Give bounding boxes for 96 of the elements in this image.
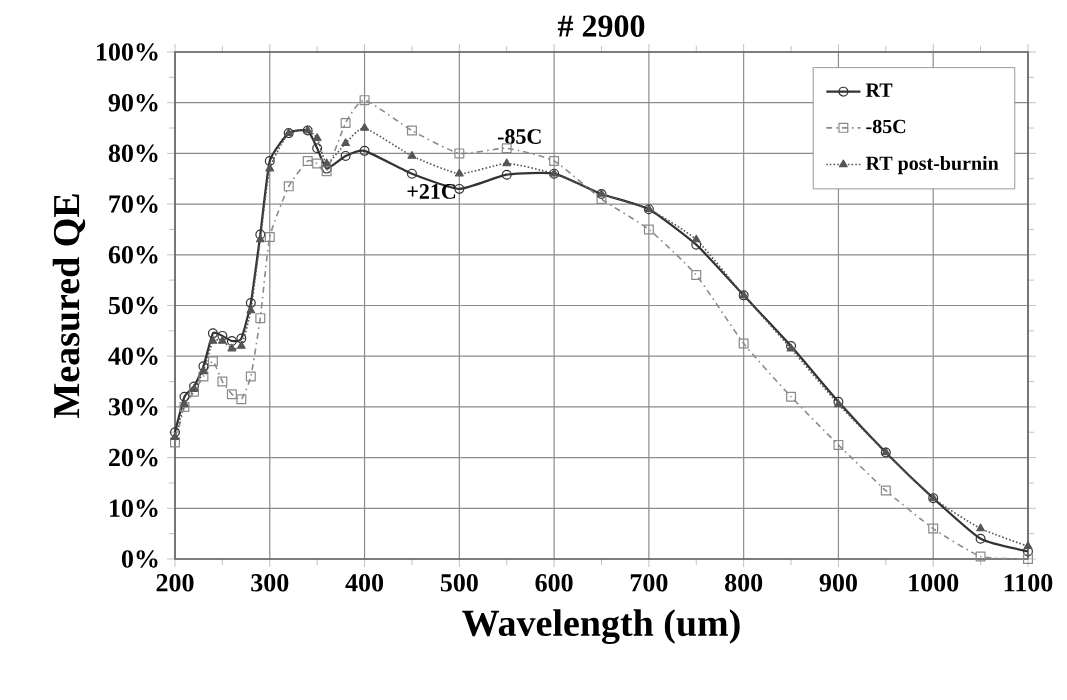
point (312, 133, 322, 141)
point (454, 148, 465, 159)
point (255, 229, 266, 240)
point (976, 523, 985, 532)
point (246, 305, 256, 314)
point (170, 427, 180, 438)
point (170, 437, 180, 448)
y-axis-title: Measured QE (52, 194, 86, 418)
point (549, 155, 560, 166)
point (302, 155, 313, 166)
point (188, 386, 199, 397)
point (691, 270, 702, 281)
point (880, 485, 891, 496)
y-tick-label: 20% (109, 448, 158, 467)
point (217, 330, 228, 341)
point (1022, 553, 1033, 564)
point (359, 95, 370, 106)
x-tick-label: 700 (630, 574, 668, 592)
point (501, 169, 512, 180)
point (198, 361, 209, 372)
point (359, 145, 370, 156)
point (786, 391, 797, 402)
y-tick-label: 30% (108, 398, 158, 416)
chart-title: # 2900 (557, 15, 645, 37)
point (454, 168, 464, 177)
point (236, 333, 247, 344)
x-tick-label: 200 (156, 574, 194, 592)
point (340, 117, 351, 128)
x-tick-label: 1000 (909, 574, 959, 592)
legend-label: RT post-burnin (865, 155, 999, 175)
x-axis-title: Wavelength (um) (462, 609, 740, 645)
point (283, 181, 294, 192)
point (341, 138, 351, 147)
point (170, 432, 180, 441)
point (179, 401, 190, 412)
annotation: +21C (407, 184, 456, 199)
point (975, 533, 986, 544)
point (199, 366, 208, 375)
point (208, 335, 218, 344)
point (179, 391, 190, 402)
legend-label: -85C (866, 119, 906, 134)
y-tick-label: 70% (109, 195, 158, 213)
point (236, 341, 246, 349)
point (255, 313, 266, 324)
point (406, 168, 417, 179)
point (180, 399, 189, 408)
x-tick-label: 500 (440, 574, 478, 592)
legend-label: RT (865, 83, 893, 97)
y-tick-label: 50% (108, 296, 158, 315)
point (265, 163, 275, 172)
point (226, 335, 237, 346)
point (322, 158, 332, 167)
x-tick-label: 1100 (1004, 574, 1053, 592)
point (928, 523, 939, 534)
point (643, 224, 654, 235)
y-tick-label: 40% (108, 347, 158, 366)
point (217, 335, 227, 344)
y-tick-label: 10% (110, 499, 158, 518)
point (360, 123, 369, 131)
point (407, 150, 417, 159)
point (207, 356, 218, 367)
point (264, 155, 275, 166)
x-tick-label: 800 (725, 574, 763, 592)
point (406, 125, 417, 136)
point (596, 194, 607, 205)
point (255, 234, 265, 243)
point (227, 343, 237, 352)
point (833, 439, 844, 450)
point (226, 389, 237, 400)
annotation: -85C (497, 129, 541, 144)
x-tick-label: 900 (819, 574, 857, 592)
point (245, 297, 256, 308)
y-tick-label: 60% (108, 245, 158, 264)
x-tick-label: 300 (251, 574, 289, 592)
point (198, 371, 209, 382)
point (1023, 541, 1033, 550)
x-tick-label: 400 (345, 574, 384, 592)
point (312, 158, 323, 169)
x-tick-label: 600 (535, 574, 573, 592)
point (454, 183, 465, 194)
point (738, 338, 749, 349)
y-tick-label: 0% (121, 550, 158, 568)
point (691, 234, 701, 243)
y-tick-label: 90% (108, 93, 158, 112)
point (502, 158, 512, 167)
point (236, 394, 247, 405)
point (217, 376, 228, 387)
point (312, 143, 323, 154)
point (501, 143, 512, 154)
y-tick-label: 80% (108, 144, 158, 163)
point (207, 328, 218, 339)
y-tick-label: 100% (97, 43, 158, 61)
point (975, 551, 986, 562)
point (340, 150, 351, 161)
point (264, 232, 275, 243)
point (245, 371, 256, 382)
